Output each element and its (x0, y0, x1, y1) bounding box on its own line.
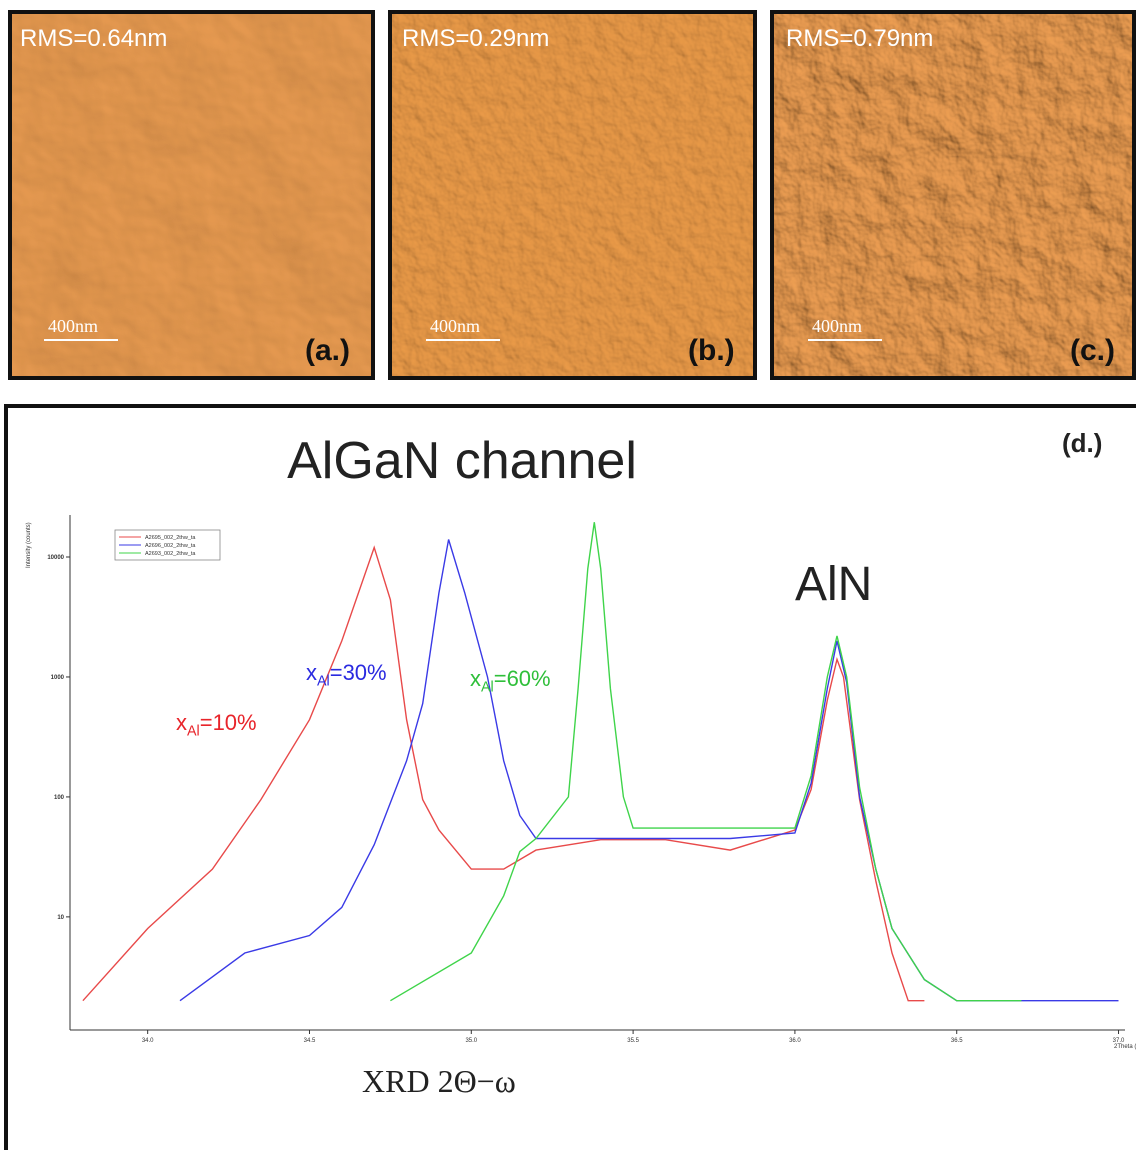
scale-text: 400nm (812, 316, 862, 336)
chart: AlGaN channel (d.) XRD 2Θ−ω Intensity (coun… (26, 428, 1136, 1099)
x-axis-label: 2Theta (°) (1114, 1044, 1136, 1050)
chart-title: AlGaN channel (287, 432, 637, 490)
annotation: xAl=60% (470, 666, 551, 696)
legend-label: A2693_002_2thw_ta (145, 551, 196, 557)
footer: XRD 2Θ−ω (362, 1063, 516, 1099)
annotation-part: Al (317, 674, 330, 690)
annotation-part: =10% (200, 710, 257, 735)
legend-label: A2696_002_2thw_ta (145, 543, 196, 549)
x-tick-label: 36.0 (789, 1038, 801, 1044)
afm-panel: RMS=0.79nm 400nm (c.) (770, 10, 1136, 380)
panel-label: (c.) (1070, 334, 1115, 367)
x-tick-label: 35.5 (627, 1038, 639, 1044)
annotation: xAl=10% (176, 710, 257, 740)
x-tick-label: 35.0 (465, 1038, 477, 1044)
series-line (82, 545, 925, 1002)
annotation-part: x (176, 710, 187, 735)
panel-label: (d.) (1062, 428, 1102, 458)
afm-panel: RMS=0.64nm 400nm (a.) (8, 10, 375, 380)
y-tick-label: 1000 (51, 675, 65, 681)
annotation-part: =60% (494, 666, 551, 691)
x-tick-label: 37.0 (1113, 1038, 1125, 1044)
x-tick-label: 34.5 (304, 1038, 316, 1044)
rms: RMS=0.79nm (786, 25, 933, 52)
annotation-part: AlN (795, 558, 872, 611)
annotation-part: =30% (330, 660, 387, 685)
chart-frame (4, 404, 1136, 1150)
afm-panel: RMS=0.29nm 400nm (b.) (388, 10, 757, 380)
annotation-part: x (306, 660, 317, 685)
x-tick-label: 36.5 (951, 1038, 963, 1044)
y-tick-label: 100 (54, 795, 65, 801)
y-tick-label: 10000 (47, 555, 64, 561)
y-axis-label: Intensity (counts) (26, 522, 32, 568)
rms: RMS=0.64nm (20, 25, 167, 52)
panel-label: (a.) (305, 334, 350, 367)
scale-text: 400nm (430, 316, 480, 336)
rms: RMS=0.29nm (402, 25, 549, 52)
annotation-part: Al (187, 724, 200, 740)
annotation: AlN (795, 558, 872, 611)
scale-text: 400nm (48, 316, 98, 336)
y-tick-label: 10 (57, 915, 64, 921)
x-tick-label: 34.0 (142, 1038, 154, 1044)
annotation-part: x (470, 666, 481, 691)
annotation: xAl=30% (306, 660, 387, 690)
annotation-part: Al (481, 680, 494, 696)
panel-label: (b.) (688, 334, 735, 367)
legend-label: A2695_002_2thw_ta (145, 535, 196, 541)
series-line (390, 522, 1022, 1002)
